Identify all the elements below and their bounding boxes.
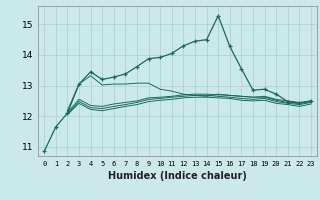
X-axis label: Humidex (Indice chaleur): Humidex (Indice chaleur) [108, 171, 247, 181]
